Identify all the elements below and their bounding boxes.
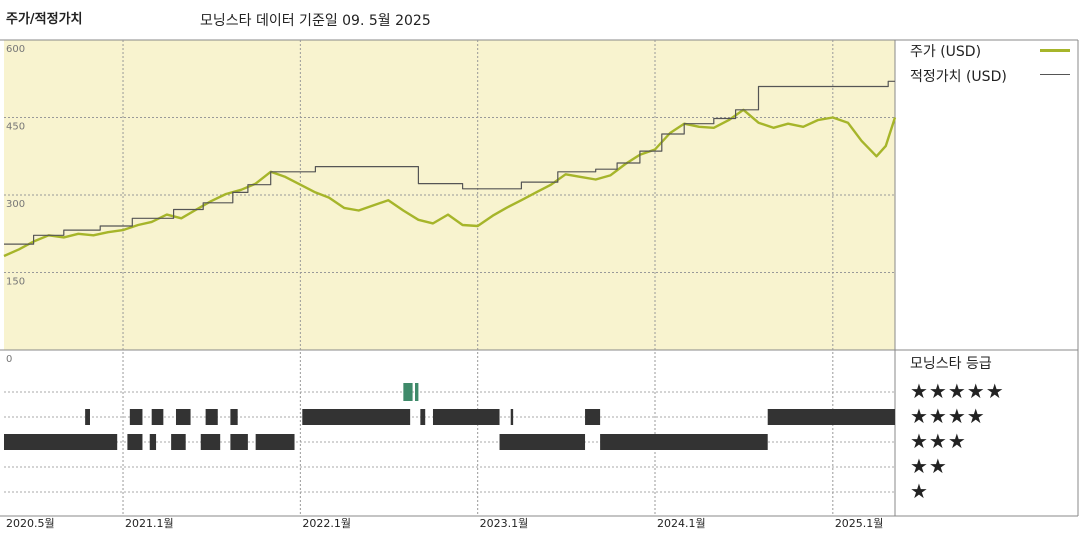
- rating-bar-3-star: [127, 434, 143, 450]
- chart-main-title: 모닝스타 데이터 기준일 09. 5월 2025: [200, 13, 431, 29]
- rating-bar-4-star: [129, 409, 143, 425]
- y-tick-label: 300: [6, 199, 25, 210]
- x-tick-label: 2021.1월: [125, 517, 174, 530]
- rating-bar-3-star: [499, 434, 586, 450]
- x-tick-label: 2020.5월: [6, 517, 55, 530]
- rating-title: 모닝스타 등급: [910, 356, 992, 372]
- x-tick-label: 2025.1월: [835, 517, 884, 530]
- rating-bar-4-star: [85, 409, 90, 425]
- rating-bar-4-star: [585, 409, 601, 425]
- rating-bar-4-star: [432, 409, 500, 425]
- rating-bar-5-star: [403, 383, 413, 401]
- rating-bar-4-star: [510, 409, 514, 425]
- rating-1-star: ★: [910, 479, 929, 503]
- rating-bar-5-star: [415, 383, 419, 401]
- x-tick-label: 2022.1월: [302, 517, 351, 530]
- fair-value-line: [4, 80, 895, 245]
- rating-bar-3-star: [149, 434, 157, 450]
- rating-4-stars: ★★★★: [910, 404, 986, 428]
- legend-price-swatch: [1040, 49, 1070, 52]
- legend-fair-swatch: [1040, 74, 1070, 75]
- x-tick-label: 2023.1월: [480, 517, 529, 530]
- rating-bar-4-star: [230, 409, 238, 425]
- rating-bar-3-star: [4, 434, 118, 450]
- rating-bar-3-star: [171, 434, 186, 450]
- rating-bar-3-star: [230, 434, 248, 450]
- rating-5-stars: ★★★★★: [910, 379, 1005, 403]
- rating-bar-4-star: [302, 409, 411, 425]
- price-line: [3, 108, 897, 258]
- y-tick-label: 600: [6, 44, 25, 55]
- rating-bar-4-star: [151, 409, 164, 425]
- y-tick-label: 150: [6, 277, 25, 288]
- rating-bar-3-star: [255, 434, 295, 450]
- rating-bar-4-star: [205, 409, 218, 425]
- rating-bar-4-star: [175, 409, 191, 425]
- chart-left-title: 주가/적정가치: [6, 12, 83, 27]
- rating-bar-3-star: [600, 434, 768, 450]
- rating-bar-4-star: [420, 409, 426, 425]
- rating-3-stars: ★★★: [910, 429, 967, 453]
- y-tick-label: 0: [6, 354, 12, 365]
- x-tick-label: 2024.1월: [657, 517, 706, 530]
- rating-bar-3-star: [200, 434, 221, 450]
- legend-fair-label: 적정가치 (USD): [910, 69, 1007, 85]
- y-tick-label: 450: [6, 122, 25, 133]
- rating-bar-4-star: [767, 409, 895, 425]
- rating-2-stars: ★★: [910, 454, 948, 478]
- legend-price-label: 주가 (USD): [910, 44, 982, 60]
